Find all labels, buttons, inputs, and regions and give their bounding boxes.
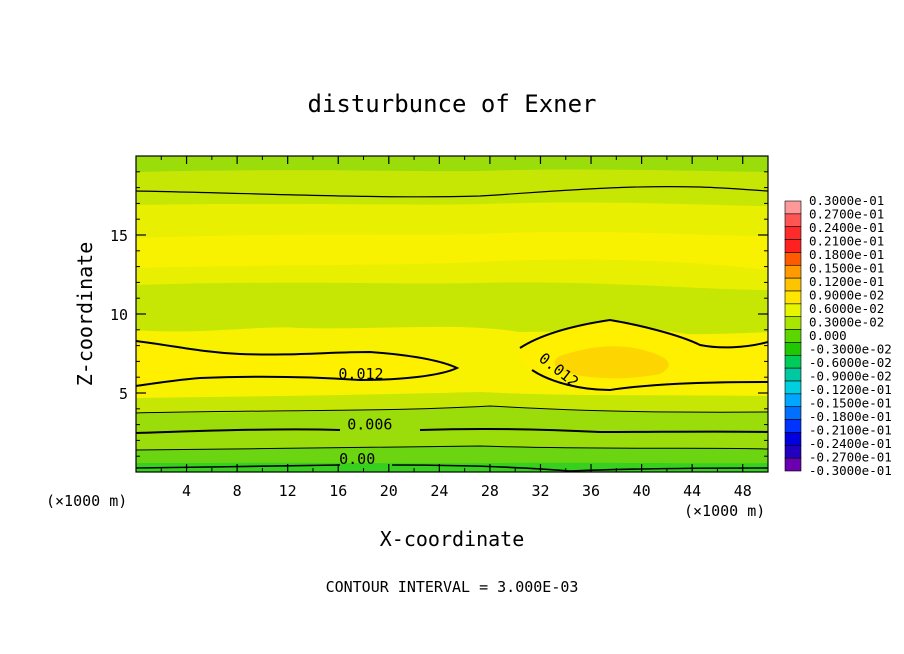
- colorbar-level-label: 0.9000e-02: [809, 288, 884, 303]
- colorbar-swatch: [784, 239, 802, 253]
- colorbar-level-label: -0.2400e-01: [809, 436, 892, 451]
- contour-lines: [136, 186, 768, 472]
- contour-line: [136, 445, 768, 451]
- colorbar-level-label: -0.1200e-01: [809, 382, 892, 397]
- y-axis: 5 10 15: [110, 171, 768, 457]
- x-tick-label: 32: [531, 482, 549, 500]
- colorbar-level-label: 0.1200e-01: [809, 274, 884, 289]
- colorbar-level-label: -0.2100e-01: [809, 423, 892, 438]
- colorbar-level-label: -0.3000e-02: [809, 342, 892, 357]
- plot-area: [136, 156, 768, 472]
- colorbar-level-label: -0.3000e-01: [809, 463, 892, 478]
- x-unit-label-right: (×1000 m): [684, 502, 765, 520]
- contour-line: [136, 186, 768, 198]
- colorbar-swatch: [784, 393, 802, 408]
- x-tick-label: 8: [233, 482, 242, 500]
- contour-label: 0.00: [339, 450, 375, 468]
- x-tick-label: 36: [582, 482, 600, 500]
- colorbar-level-label: 0.2400e-01: [809, 220, 884, 235]
- x-axis-label: X-coordinate: [380, 527, 525, 551]
- colorbar-level-label: 0.1800e-01: [809, 247, 884, 262]
- x-tick-label: 4: [182, 482, 191, 500]
- x-tick-label: 20: [380, 482, 398, 500]
- contour-line: [136, 405, 768, 414]
- colorbar-level-label: 0.3000e-02: [809, 315, 884, 330]
- colorbar-swatch: [784, 252, 802, 266]
- colorbar-swatch: [784, 342, 802, 356]
- contour-interval-note: CONTOUR INTERVAL = 3.000E-03: [326, 578, 579, 596]
- contour-line: [136, 427, 768, 434]
- x-unit-label-left: (×1000 m): [46, 492, 127, 510]
- contour-label: 0.006: [347, 415, 392, 433]
- x-axis: 4 8 12 16 20 24 28 32 36 40 44 48: [160, 156, 752, 500]
- colorbar-level-label: 0.000: [809, 328, 847, 343]
- y-tick-label: 5: [119, 385, 128, 403]
- colorbar-swatch: [784, 316, 802, 330]
- x-tick-label: 24: [430, 482, 448, 500]
- colorbar-swatch: [784, 290, 802, 305]
- colorbar-swatch: [784, 354, 802, 369]
- x-tick-label: 16: [329, 482, 347, 500]
- colorbar-swatch: [784, 329, 802, 343]
- colorbar-legend: 0.3000e-010.2700e-010.2400e-010.2100e-01…: [784, 193, 892, 478]
- colorbar-level-label: -0.1800e-01: [809, 409, 892, 424]
- colorbar-swatch: [784, 457, 802, 472]
- colorbar-level-label: 0.1500e-01: [809, 261, 884, 276]
- colorbar-swatch: [784, 367, 802, 382]
- x-tick-label: 48: [734, 482, 752, 500]
- x-tick-label: 44: [683, 482, 701, 500]
- contour-line: [519, 318, 768, 392]
- contour-label: 0.012: [338, 365, 383, 383]
- colorbar-swatch: [784, 226, 802, 240]
- colorbar-level-label: 0.2100e-01: [809, 234, 884, 249]
- contour-line: [136, 340, 460, 387]
- colorbar-swatch: [784, 444, 802, 459]
- colorbar-swatch: [784, 264, 802, 279]
- y-tick-label: 15: [110, 227, 128, 245]
- x-tick-label: 12: [279, 482, 297, 500]
- colorbar-swatch: [784, 419, 802, 433]
- colorbar-level-label: -0.9000e-02: [809, 369, 892, 384]
- colorbar-level-label: 0.3000e-01: [809, 193, 884, 208]
- colorbar-level-label: -0.1500e-01: [809, 396, 892, 411]
- colorbar-level-label: 0.2700e-01: [809, 207, 884, 222]
- colorbar-level-label: -0.6000e-02: [809, 355, 892, 370]
- colorbar-level-label: 0.6000e-02: [809, 301, 884, 316]
- colorbar-swatch: [784, 277, 802, 292]
- x-tick-label: 28: [481, 482, 499, 500]
- y-tick-label: 10: [110, 306, 128, 324]
- colorbar-swatch: [784, 200, 802, 215]
- chart-title: disturbunce of Exner: [308, 90, 597, 118]
- colorbar-swatch: [784, 432, 802, 446]
- y-axis-label: Z-coordinate: [73, 242, 97, 387]
- colorbar-swatch: [784, 303, 802, 318]
- x-tick-label: 40: [633, 482, 651, 500]
- band-12: [554, 346, 669, 379]
- colorbar-level-label: -0.2700e-01: [809, 450, 892, 465]
- band-9: [136, 156, 768, 172]
- contour-line: [136, 464, 768, 472]
- colorbar-swatch: [784, 213, 802, 228]
- colorbar-swatch: [784, 406, 802, 420]
- colorbar-swatch: [784, 380, 802, 395]
